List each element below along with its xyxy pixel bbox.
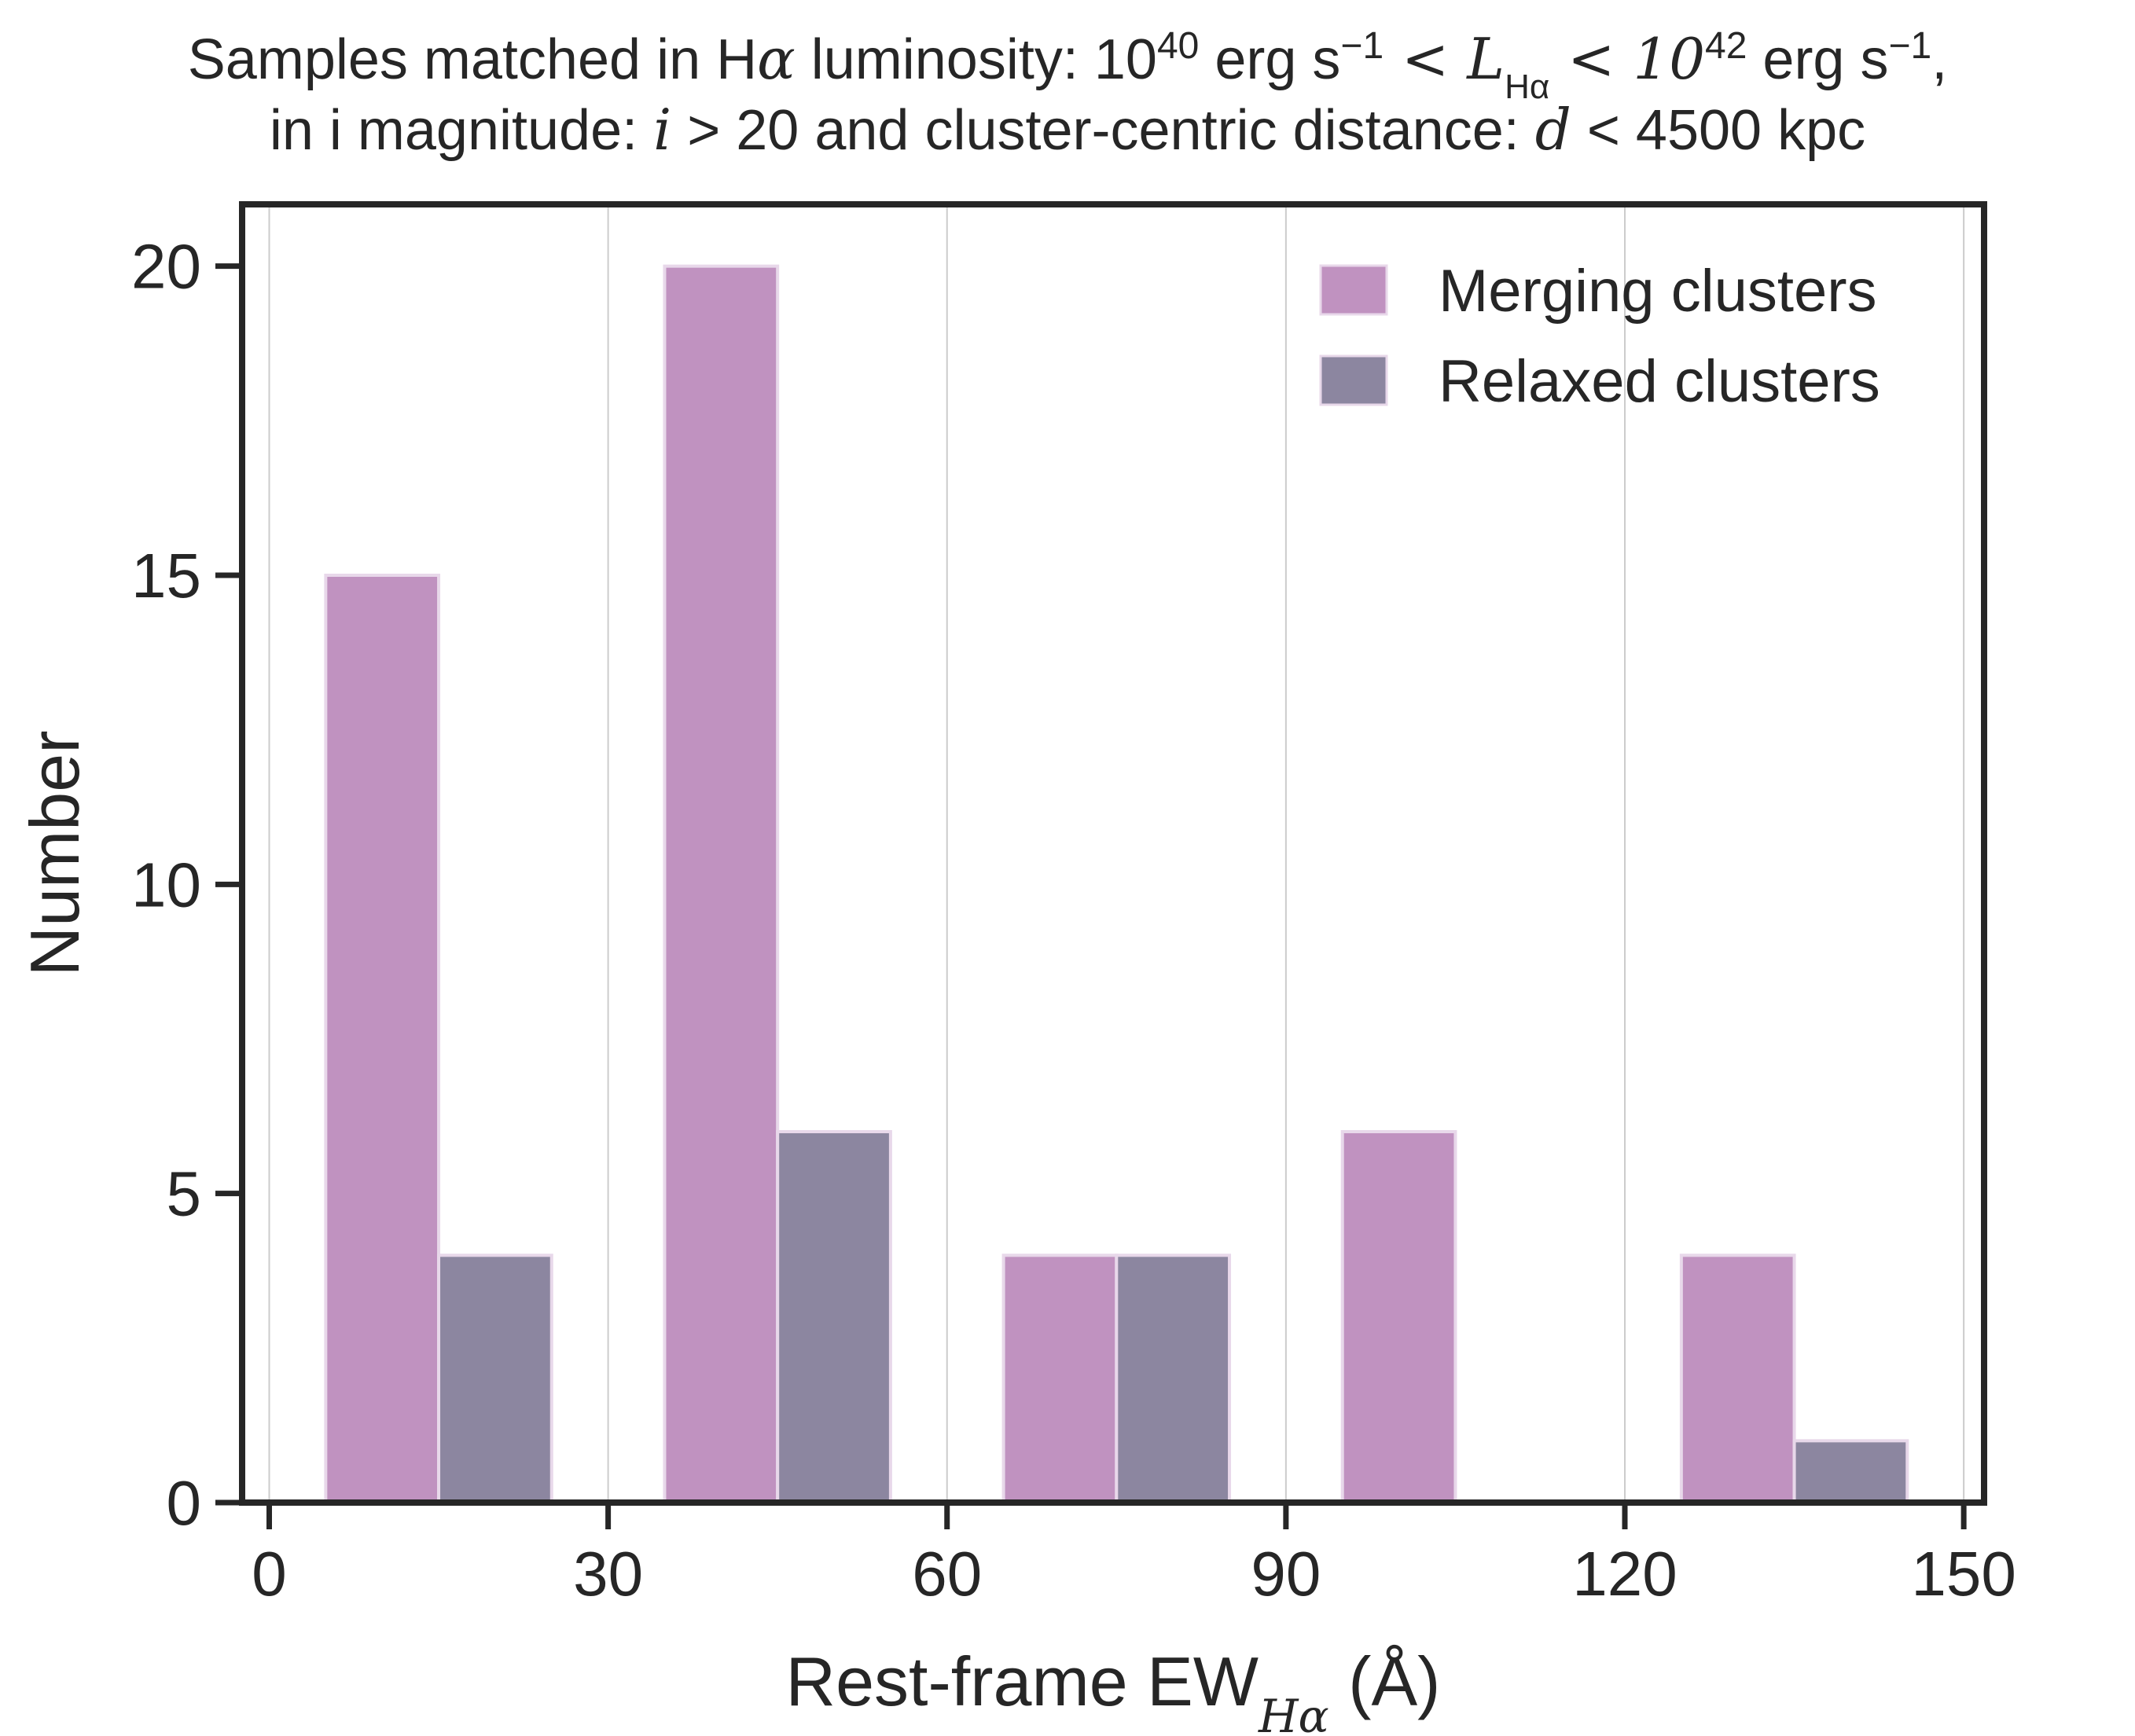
- bar-relaxed-15-25: [437, 1253, 553, 1505]
- chart-title: Samples matched in Hα luminosity: 1040 e…: [188, 25, 1947, 163]
- y-axis-label: Number: [16, 731, 94, 977]
- x-tick-label-90: 90: [1251, 1539, 1321, 1609]
- legend-label-merging: Merging clusters: [1439, 258, 1877, 325]
- x-axis-label: Rest-frame EWHα (Å): [786, 1642, 1441, 1736]
- plot-frame: [239, 201, 1987, 1506]
- x-tick-label-150: 150: [1911, 1539, 2016, 1609]
- bar-merging-35-45: [663, 264, 780, 1505]
- legend-swatch-merging: [1319, 264, 1388, 316]
- title-line-1: Samples matched in Hα luminosity: 1040 e…: [188, 25, 1947, 106]
- bar-relaxed-135-145: [1792, 1439, 1909, 1505]
- y-tick-label-10: 10: [131, 850, 201, 919]
- bar-merging-95-105: [1340, 1130, 1457, 1504]
- y-tick-label-5: 5: [167, 1159, 202, 1229]
- y-tick-label-20: 20: [131, 232, 201, 302]
- x-tick-label-120: 120: [1572, 1539, 1677, 1609]
- title-line-2: in i magnitude: i > 20 and cluster-centr…: [270, 97, 1865, 163]
- grid-lines: [268, 204, 1965, 1503]
- legend-label-relaxed: Relaxed clusters: [1439, 348, 1880, 415]
- x-tick-label-30: 30: [573, 1539, 643, 1609]
- bar-merging-5-15: [324, 574, 441, 1504]
- legend-swatch-relaxed: [1319, 354, 1388, 406]
- bar-relaxed-75-85: [1115, 1253, 1232, 1505]
- legend: Merging clusters Relaxed clusters: [1319, 258, 1880, 415]
- x-tick-label-60: 60: [912, 1539, 982, 1609]
- y-tick-label-0: 0: [167, 1468, 202, 1538]
- axis-ticks: 0 30 60 90 120 150 0 5 10 15 20: [131, 232, 2016, 1609]
- bar-merging-125-135: [1679, 1253, 1796, 1505]
- bar-relaxed-45-55: [776, 1130, 892, 1504]
- bar-merging-65-75: [1001, 1253, 1119, 1505]
- bars: [324, 264, 1909, 1505]
- y-tick-label-15: 15: [131, 541, 201, 611]
- x-tick-label-0: 0: [252, 1539, 287, 1609]
